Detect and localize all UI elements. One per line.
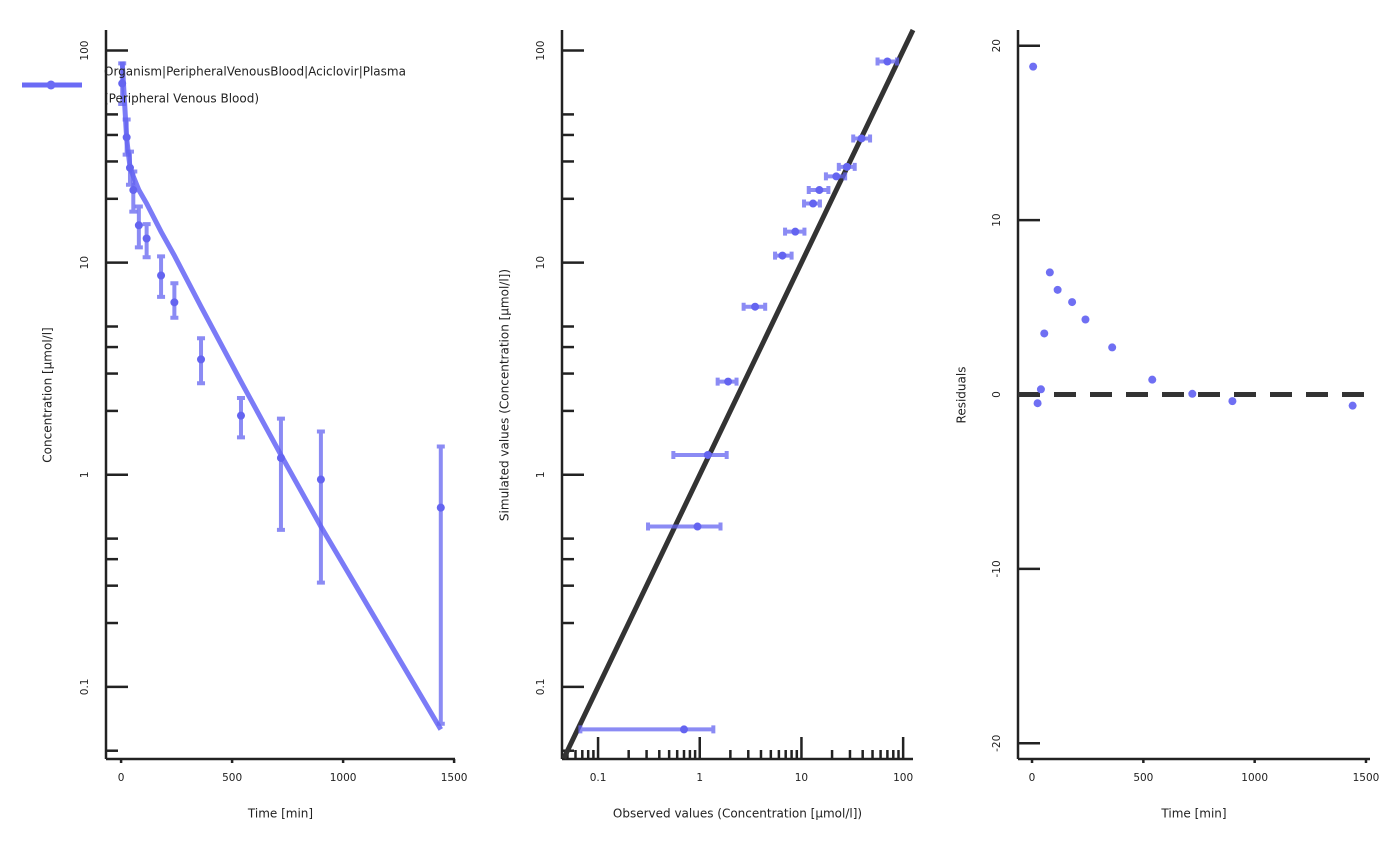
- data-point: [1068, 298, 1077, 307]
- y-tick-label: 10: [535, 256, 547, 269]
- y-tick-label: 0: [991, 391, 1003, 398]
- y-tick-label: 20: [991, 39, 1003, 52]
- y-tick-label: 100: [535, 41, 547, 61]
- error-bar: [436, 444, 445, 726]
- data-point: [832, 172, 841, 181]
- error-bar: [578, 725, 716, 734]
- error-bar: [316, 429, 325, 585]
- y-axis-label: Simulated values (Concentration [µmol/l]…: [498, 269, 512, 521]
- error-bar: [276, 416, 285, 532]
- x-tick-label: 500: [1133, 772, 1153, 784]
- y-tick-label: 1: [535, 471, 547, 478]
- data-point: [842, 162, 851, 171]
- data-point: [1053, 285, 1062, 294]
- data-point: [436, 503, 445, 512]
- data-point: [1348, 401, 1357, 410]
- y-tick-label: 0.1: [535, 679, 547, 696]
- y-tick-label: -10: [991, 560, 1003, 577]
- series-line: [119, 61, 443, 731]
- x-tick-label: 0.1: [590, 772, 607, 784]
- y-tick-label: 100: [79, 41, 91, 61]
- data-point: [1036, 385, 1045, 394]
- data-point: [857, 134, 866, 143]
- x-tick-label: 0: [118, 772, 125, 784]
- x-tick-label: 100: [893, 772, 913, 784]
- y-tick-label: 0.1: [79, 679, 91, 696]
- data-point: [1081, 315, 1090, 324]
- data-point: [129, 186, 138, 195]
- x-tick-label: 1500: [441, 772, 468, 784]
- x-tick-label: 1000: [1241, 772, 1268, 784]
- legend-label: Organism|PeripheralVenousBlood|Aciclovir…: [104, 65, 406, 79]
- y-axis-label: Residuals: [955, 367, 969, 424]
- data-point: [170, 298, 179, 307]
- data-point: [1045, 268, 1054, 277]
- data-point: [316, 475, 325, 484]
- error-bar: [646, 522, 723, 531]
- data-point: [197, 355, 206, 364]
- y-tick-label: 10: [79, 256, 91, 269]
- data-point: [703, 450, 712, 459]
- y-tick-label: 1: [79, 471, 91, 478]
- data-point: [134, 221, 143, 230]
- legend-label: (Peripheral Venous Blood): [104, 92, 259, 106]
- data-point: [1029, 62, 1038, 71]
- data-point: [236, 411, 245, 420]
- data-point: [693, 522, 702, 531]
- data-point: [883, 57, 892, 66]
- x-tick-label: 1: [696, 772, 703, 784]
- x-axis-label: Observed values (Concentration [µmol/l]): [613, 807, 862, 821]
- y-tick-label: -20: [991, 735, 1003, 752]
- x-tick-label: 1500: [1353, 772, 1380, 784]
- y-axis-label: Concentration [µmol/l]: [41, 327, 55, 462]
- x-tick-label: 0: [1029, 772, 1036, 784]
- data-point: [118, 79, 127, 88]
- x-axis-label: Time [min]: [247, 807, 313, 821]
- data-point: [751, 302, 760, 311]
- data-point: [142, 234, 151, 243]
- data-point: [157, 271, 166, 280]
- data-point: [122, 133, 131, 142]
- data-point: [1033, 399, 1042, 408]
- x-axis-label: Time [min]: [1160, 807, 1226, 821]
- data-point: [1188, 389, 1197, 398]
- data-point: [724, 377, 733, 386]
- data-point: [1148, 375, 1157, 384]
- data-point: [680, 725, 689, 734]
- legend-marker: [46, 80, 56, 90]
- data-point: [1040, 329, 1049, 338]
- x-tick-label: 500: [222, 772, 242, 784]
- data-point: [276, 453, 285, 462]
- data-point: [1228, 397, 1237, 406]
- data-point: [815, 186, 824, 195]
- x-tick-label: 1000: [330, 772, 357, 784]
- data-point: [778, 251, 787, 260]
- x-tick-label: 10: [795, 772, 808, 784]
- data-point: [809, 199, 818, 208]
- y-tick-label: 10: [991, 213, 1003, 226]
- data-point: [791, 227, 800, 236]
- series-line: [561, 28, 916, 760]
- data-point: [1108, 343, 1117, 352]
- error-bar: [671, 450, 729, 459]
